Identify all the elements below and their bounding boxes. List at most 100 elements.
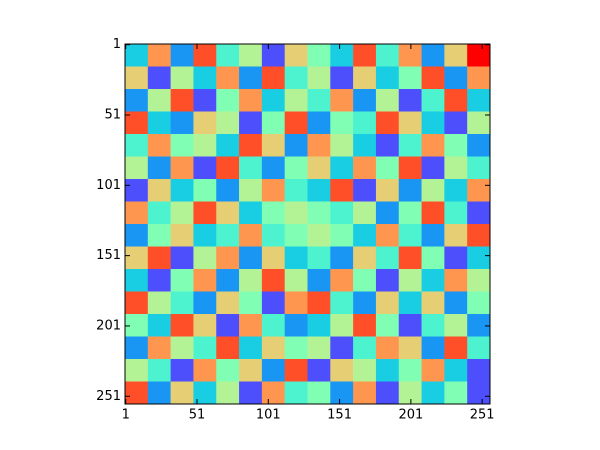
image-cell: [125, 66, 149, 90]
image-cell: [353, 179, 377, 202]
image-cell: [261, 66, 285, 90]
image-cell: [147, 111, 171, 135]
image-cell: [421, 179, 445, 202]
image-cell: [330, 291, 354, 315]
image-cell: [467, 246, 491, 270]
image-cell: [261, 224, 285, 247]
image-cell: [467, 269, 491, 292]
image-cell: [421, 291, 445, 315]
image-cell: [467, 291, 491, 315]
image-cell: [125, 246, 149, 270]
image-cell: [284, 269, 308, 292]
image-cell: [239, 66, 263, 90]
image-cell: [216, 314, 240, 337]
image-cell: [125, 314, 149, 337]
x-tick-label: 101: [256, 408, 281, 423]
image-cell: [307, 156, 331, 180]
image-cell: [284, 314, 308, 337]
image-cell: [284, 201, 308, 225]
image-cell: [261, 291, 285, 315]
image-cell: [261, 336, 285, 360]
image-cell: [125, 359, 149, 382]
image-cell: [193, 66, 217, 90]
image-cell: [170, 291, 194, 315]
image-cell: [239, 336, 263, 360]
image-cell: [170, 269, 194, 292]
image-cell: [398, 156, 422, 180]
image-cell: [125, 44, 149, 67]
image-cell: [330, 201, 354, 225]
image-cell: [421, 111, 445, 135]
image-cell: [284, 44, 308, 67]
image-cell: [375, 359, 400, 382]
image-cell: [216, 291, 240, 315]
image-cell: [353, 89, 377, 112]
image-cell: [147, 291, 171, 315]
image-cell: [125, 291, 149, 315]
image-cell: [353, 111, 377, 135]
image-cell: [375, 336, 400, 360]
image-cell: [284, 359, 308, 382]
image-cell: [170, 246, 194, 270]
image-cell: [307, 336, 331, 360]
image-cell: [216, 201, 240, 225]
image-cell: [239, 134, 263, 157]
image-cell: [193, 111, 217, 135]
image-cell: [421, 359, 445, 382]
image-cell: [375, 246, 400, 270]
image-cell: [193, 359, 217, 382]
image-cell: [307, 291, 331, 315]
image-cell: [147, 314, 171, 337]
image-cell: [353, 291, 377, 315]
image-cell: [444, 179, 468, 202]
image-cell: [193, 134, 217, 157]
image-cell: [353, 66, 377, 90]
image-cell: [216, 66, 240, 90]
image-cell: [170, 359, 194, 382]
image-cell: [307, 134, 331, 157]
image-cell: [261, 89, 285, 112]
image-cell: [353, 359, 377, 382]
image-cell: [398, 314, 422, 337]
image-cell: [125, 156, 149, 180]
image-cell: [398, 269, 422, 292]
image-cell: [444, 269, 468, 292]
image-cell: [239, 246, 263, 270]
image-cell: [193, 269, 217, 292]
image-cell: [398, 336, 422, 360]
image-cell: [398, 291, 422, 315]
image-cell: [193, 291, 217, 315]
image-cell: [398, 246, 422, 270]
image-cell: [125, 179, 149, 202]
image-cell: [421, 381, 445, 405]
image-cell: [307, 66, 331, 90]
image-cell: [125, 336, 149, 360]
image-cell: [147, 336, 171, 360]
image-cell: [398, 359, 422, 382]
image-cell: [125, 224, 149, 247]
image-cell: [398, 66, 422, 90]
image-cell: [467, 134, 491, 157]
image-cell: [239, 381, 263, 405]
image-cell: [467, 201, 491, 225]
image-cell: [307, 246, 331, 270]
image-cell: [170, 111, 194, 135]
image-cell: [467, 381, 491, 405]
image-cell: [330, 314, 354, 337]
image-cell: [147, 134, 171, 157]
image-cell: [444, 89, 468, 112]
image-cell: [216, 336, 240, 360]
image-cell: [398, 381, 422, 405]
image-cell: [193, 224, 217, 247]
image-cell: [330, 134, 354, 157]
image-cell: [216, 89, 240, 112]
y-tick-label: 1: [113, 37, 121, 52]
image-cell: [375, 201, 400, 225]
image-cell: [353, 314, 377, 337]
image-cell: [170, 336, 194, 360]
image-cell: [330, 179, 354, 202]
image-cell: [307, 314, 331, 337]
x-tick-label: 1: [122, 408, 130, 423]
image-cell: [375, 291, 400, 315]
